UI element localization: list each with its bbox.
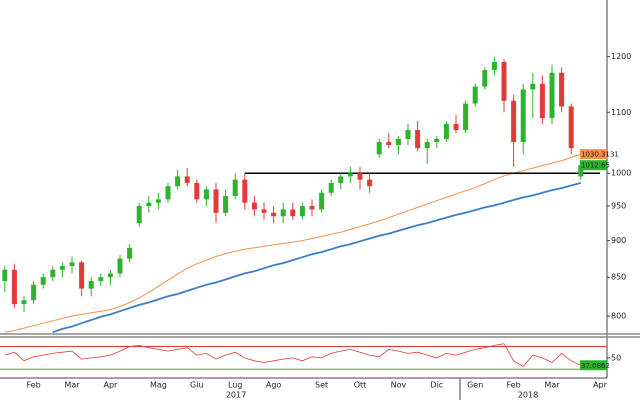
- candle-body: [482, 70, 488, 87]
- candle-body: [453, 123, 459, 130]
- candle-body: [578, 165, 584, 177]
- candle-body: [386, 142, 392, 146]
- candle-body: [79, 262, 85, 289]
- candle-body: [2, 269, 8, 281]
- y-tick-label: 1200: [611, 52, 631, 61]
- candle-body: [405, 129, 411, 139]
- x-tick-label: Mar: [64, 381, 80, 390]
- x-tick-label: Feb: [507, 381, 521, 390]
- ma-last-label-box: [580, 149, 607, 160]
- candle-body: [491, 61, 497, 71]
- candle-body: [194, 182, 200, 200]
- x-tick-label: Feb: [27, 381, 41, 390]
- x-tick-label: Set: [315, 381, 328, 390]
- candle-body: [175, 176, 181, 187]
- candle-body: [203, 189, 209, 200]
- candle-body: [98, 277, 104, 281]
- candle-body: [107, 273, 113, 278]
- candle-body: [251, 202, 257, 210]
- x-tick-label: Nov: [391, 381, 407, 390]
- candle-body: [395, 138, 401, 146]
- x-tick-label: Dic: [430, 381, 443, 390]
- close-last-label: 1012.65: [581, 162, 610, 170]
- candle-body: [271, 212, 277, 217]
- candle-body: [40, 277, 46, 285]
- candle-body: [415, 129, 421, 149]
- x-tick-label: Lug: [228, 381, 242, 390]
- x-tick-label: Gen: [467, 381, 483, 390]
- candle-body: [328, 182, 334, 193]
- y-tick-label: 1000: [611, 169, 631, 178]
- candle-body: [280, 209, 286, 217]
- candle-body: [117, 258, 123, 274]
- trendline: [52, 182, 582, 334]
- candle-body: [443, 123, 449, 139]
- x-tick-label: Ott: [354, 381, 367, 390]
- candle-body: [559, 72, 565, 107]
- candle-body: [319, 192, 325, 210]
- candle-body: [261, 209, 267, 213]
- candle-body: [309, 206, 315, 210]
- y-tick-label: 1100: [611, 108, 631, 117]
- candle-body: [357, 173, 363, 180]
- candle-body: [568, 106, 574, 149]
- candle-body: [136, 206, 142, 224]
- year-label: 2018: [518, 391, 538, 400]
- candle-body: [232, 179, 238, 197]
- candle-body: [88, 280, 94, 289]
- ma-last-label: 1030.3131: [581, 151, 619, 159]
- candle-body: [347, 173, 353, 177]
- y-tick-label: 950: [611, 202, 626, 211]
- rsi-line: [4, 343, 581, 368]
- y-tick-label: 850: [611, 273, 626, 282]
- x-tick-label: Giu: [190, 381, 204, 390]
- rsi-last-label: 37.0862: [581, 362, 610, 370]
- x-tick-label: Apr: [103, 381, 118, 390]
- candle-body: [520, 89, 526, 143]
- candle-body: [511, 100, 517, 143]
- candle-body: [155, 199, 161, 203]
- y-tick-label: 800: [611, 311, 626, 320]
- candle-body: [50, 269, 56, 278]
- candle-body: [539, 83, 545, 119]
- candle-body: [242, 179, 248, 203]
- moving-average: [4, 153, 581, 333]
- candle-body: [338, 176, 344, 183]
- candle-body: [213, 189, 219, 213]
- candle-body: [146, 202, 152, 207]
- candle-body: [290, 209, 296, 217]
- candle-body: [59, 266, 65, 270]
- candle-body: [223, 196, 229, 213]
- rsi-last-label-box: [580, 360, 607, 371]
- x-tick-label: Mar: [544, 381, 560, 390]
- candle-body: [424, 142, 430, 149]
- candle-body: [11, 269, 17, 305]
- close-last-label-box: [580, 160, 607, 171]
- x-tick-label: Apr: [593, 381, 608, 390]
- x-tick-label: Mag: [150, 381, 167, 390]
- candle-body: [31, 284, 37, 301]
- candle-body: [127, 247, 133, 259]
- year-label: 2017: [226, 391, 246, 400]
- candle-body: [69, 262, 75, 267]
- candle-body: [165, 186, 171, 200]
- x-tick-label: Ago: [266, 381, 282, 390]
- candle-body: [299, 206, 305, 217]
- candle-body: [434, 138, 440, 143]
- candle-body: [530, 83, 536, 90]
- y-tick-label: 900: [611, 236, 626, 245]
- candle-body: [376, 142, 382, 155]
- rsi-tick-label: 50: [611, 353, 621, 362]
- candle-body: [501, 61, 507, 101]
- candle-body: [472, 86, 478, 104]
- candle-body: [184, 176, 190, 183]
- candle-body: [549, 72, 555, 119]
- candle-body: [367, 179, 373, 187]
- candle-body: [463, 103, 469, 130]
- candle-body: [21, 300, 27, 305]
